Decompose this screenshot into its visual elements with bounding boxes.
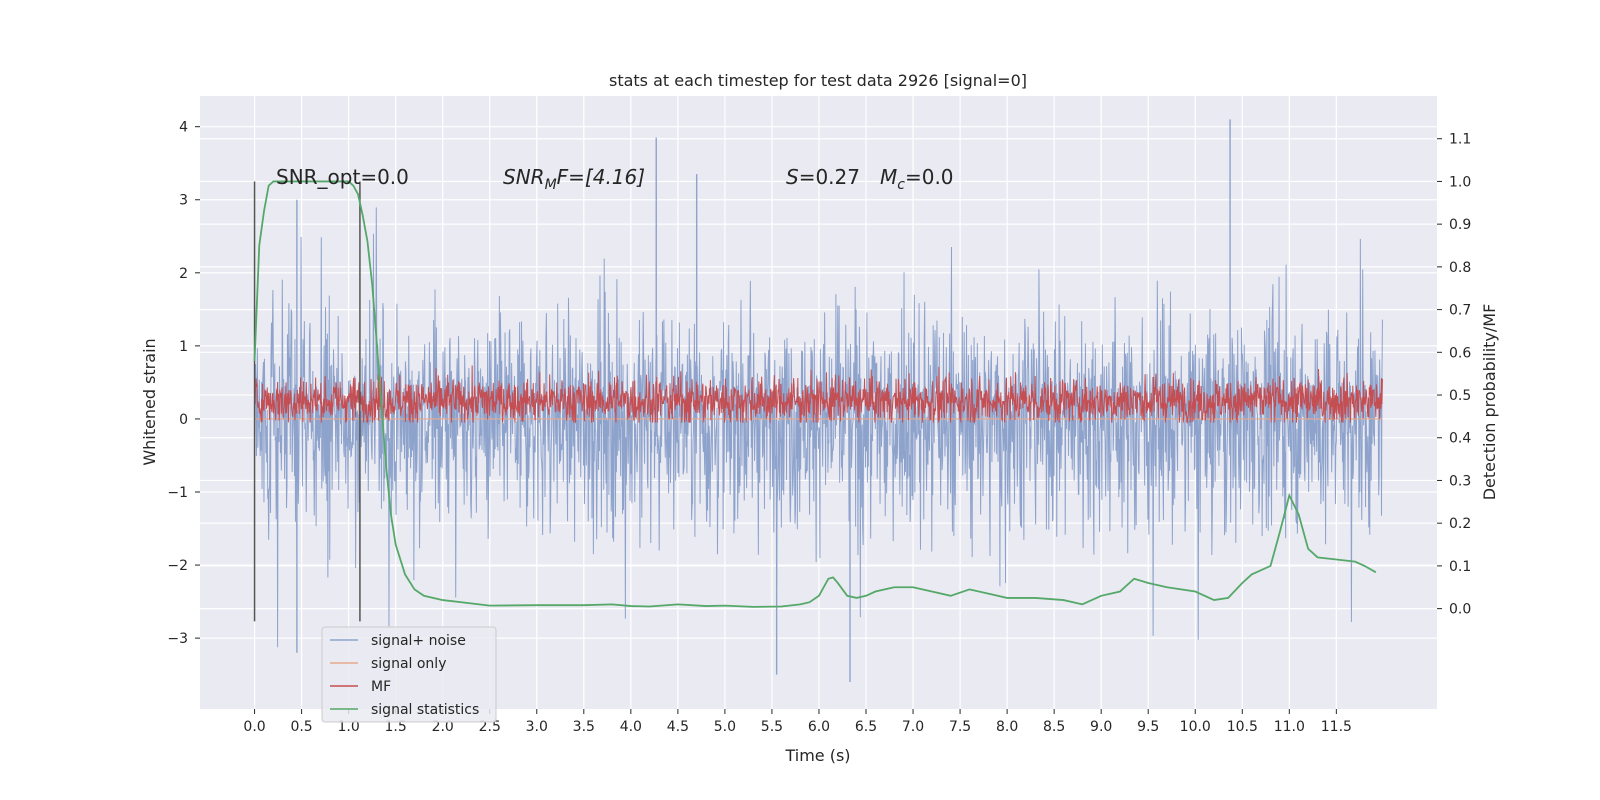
y2-tick-label-6: 0.6 xyxy=(1449,345,1471,361)
x-tick-label-19: 9.5 xyxy=(1137,719,1159,735)
x-tick-label-6: 3.0 xyxy=(526,719,548,735)
series-mf xyxy=(254,365,1383,424)
x-tick-label-4: 2.0 xyxy=(432,719,454,735)
signal-statistics-line xyxy=(253,180,1377,608)
y2-tick-label-3: 0.3 xyxy=(1449,473,1471,489)
legend-label-signal-noise: signal+ noise xyxy=(371,633,466,649)
legend-label-signal-only: signal only xyxy=(371,656,446,672)
annotation-s: S=0.27 xyxy=(786,165,860,189)
annotation-mc: Mc=0.0 xyxy=(880,165,954,193)
x-tick-label-13: 6.5 xyxy=(855,719,877,735)
x-tick-label-7: 3.5 xyxy=(573,719,595,735)
x-tick-label-3: 1.5 xyxy=(385,719,407,735)
x-axis-label: Time (s) xyxy=(784,746,850,765)
y-tick-label-5: 2 xyxy=(179,266,188,282)
annotation-snr-opt: SNR_opt=0.0 xyxy=(276,165,409,189)
y-axis-ticks: −3 −2 −1 0 1 2 3 4 xyxy=(167,120,200,647)
y2-tick-label-5: 0.5 xyxy=(1449,388,1471,404)
annotation-s-base: S xyxy=(786,165,799,189)
x-axis-ticks: 0.0 0.5 1.0 1.5 2.0 2.5 3.0 3.5 4.0 4.5 5.0 5.5 6.0 6… xyxy=(243,709,1352,735)
y-tick-label-3: 0 xyxy=(179,412,188,428)
x-tick-label-11: 5.5 xyxy=(761,719,783,735)
y-axis-label: Whitened strain xyxy=(140,338,159,465)
x-tick-label-18: 9.0 xyxy=(1090,719,1112,735)
annotation-mc-base: M xyxy=(880,165,897,189)
annotation-snr-mf-rest: F=[4.16] xyxy=(557,165,645,189)
legend: signal+ noise signal only MF signal stat… xyxy=(321,626,497,723)
y2-tick-label-11: 1.1 xyxy=(1449,132,1471,148)
mf-trace xyxy=(254,365,1383,424)
y2-tick-label-9: 0.9 xyxy=(1449,217,1471,233)
x-tick-label-23: 11.5 xyxy=(1321,719,1352,735)
x-tick-label-1: 0.5 xyxy=(290,719,312,735)
y-tick-label-7: 4 xyxy=(179,120,188,136)
x-tick-label-14: 7.0 xyxy=(902,719,924,735)
boundary-markers xyxy=(253,181,361,622)
x-tick-label-8: 4.0 xyxy=(620,719,642,735)
y2-axis-ticks: 0.0 0.1 0.2 0.3 0.4 0.5 0.6 0.7 0.8 0.9 1.0 1.1 xyxy=(1437,132,1471,618)
y2-tick-label-7: 0.7 xyxy=(1449,303,1471,319)
y2-tick-label-10: 1.0 xyxy=(1449,174,1471,190)
y-tick-label-1: −2 xyxy=(167,558,188,574)
series-signal-statistics xyxy=(253,180,1377,608)
x-tick-label-16: 8.0 xyxy=(996,719,1018,735)
series-signal-noise xyxy=(254,119,1383,682)
x-tick-label-10: 5.0 xyxy=(714,719,736,735)
x-tick-label-0: 0.0 xyxy=(243,719,265,735)
x-tick-label-22: 11.0 xyxy=(1274,719,1305,735)
annotation-snr-mf: SNRMF=[4.16] xyxy=(503,165,645,193)
x-tick-label-17: 8.5 xyxy=(1043,719,1065,735)
y-tick-label-0: −3 xyxy=(167,631,188,647)
x-tick-label-15: 7.5 xyxy=(949,719,971,735)
y-tick-label-4: 1 xyxy=(179,339,188,355)
annotation-mc-sub: c xyxy=(897,177,905,193)
y-tick-label-2: −1 xyxy=(167,485,188,501)
y2-tick-label-8: 0.8 xyxy=(1449,260,1471,276)
signal-noise-trace xyxy=(254,207,1383,648)
annotation-mc-rest: =0.0 xyxy=(905,165,954,189)
x-tick-label-21: 10.5 xyxy=(1227,719,1258,735)
x-tick-label-5: 2.5 xyxy=(479,719,501,735)
chart-title: stats at each timestep for test data 292… xyxy=(609,71,1027,90)
annotation-snr-mf-sub: M xyxy=(545,177,557,193)
x-tick-label-2: 1.0 xyxy=(337,719,359,735)
y2-tick-label-1: 0.1 xyxy=(1449,559,1471,575)
legend-label-signal-statistics: signal statistics xyxy=(371,702,479,718)
y2-tick-label-2: 0.2 xyxy=(1449,516,1471,532)
y2-axis-label: Detection probability/MF xyxy=(1480,304,1499,501)
annotation-snr-mf-base: SNR xyxy=(503,165,545,189)
x-tick-label-20: 10.0 xyxy=(1180,719,1211,735)
y-tick-label-6: 3 xyxy=(179,193,188,209)
legend-label-mf: MF xyxy=(371,679,391,695)
x-tick-label-9: 4.5 xyxy=(667,719,689,735)
y2-tick-label-4: 0.4 xyxy=(1449,431,1471,447)
legend-box xyxy=(321,626,497,723)
annotation-s-rest: =0.27 xyxy=(799,165,860,189)
x-tick-label-12: 6.0 xyxy=(808,719,830,735)
y2-tick-label-0: 0.0 xyxy=(1449,602,1471,618)
